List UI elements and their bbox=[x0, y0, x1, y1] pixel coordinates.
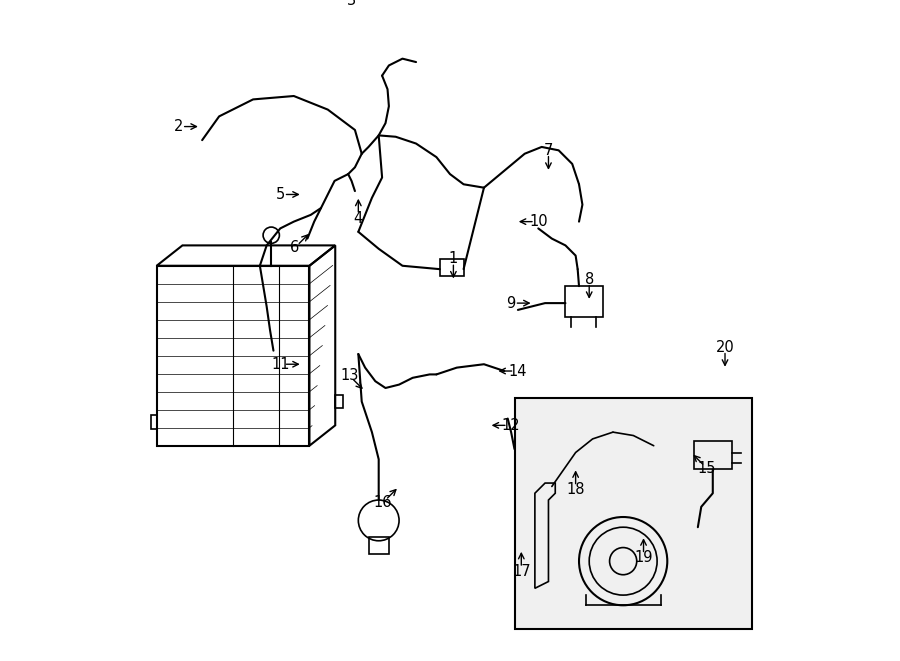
Text: 6: 6 bbox=[290, 241, 300, 255]
Bar bbox=[695, 441, 732, 469]
Text: 10: 10 bbox=[529, 214, 547, 229]
Text: 15: 15 bbox=[698, 461, 716, 476]
Text: 1: 1 bbox=[449, 251, 458, 266]
Text: 16: 16 bbox=[374, 495, 392, 510]
Text: 19: 19 bbox=[634, 550, 652, 565]
Text: 9: 9 bbox=[507, 295, 516, 311]
Text: 4: 4 bbox=[354, 211, 363, 226]
Text: 5: 5 bbox=[275, 187, 285, 202]
Bar bbox=[368, 537, 389, 555]
Text: 14: 14 bbox=[508, 364, 527, 379]
Text: 11: 11 bbox=[271, 357, 290, 371]
Bar bbox=[565, 286, 603, 317]
Bar bbox=[440, 259, 464, 276]
Text: 8: 8 bbox=[585, 272, 594, 287]
Text: 3: 3 bbox=[347, 0, 356, 9]
Text: 7: 7 bbox=[544, 143, 554, 158]
Text: 2: 2 bbox=[174, 119, 183, 134]
Bar bbox=[515, 398, 752, 629]
Text: 12: 12 bbox=[502, 418, 520, 433]
Text: 13: 13 bbox=[340, 368, 358, 383]
Text: 17: 17 bbox=[512, 564, 531, 579]
Text: 18: 18 bbox=[566, 483, 585, 497]
Text: 20: 20 bbox=[716, 340, 734, 355]
